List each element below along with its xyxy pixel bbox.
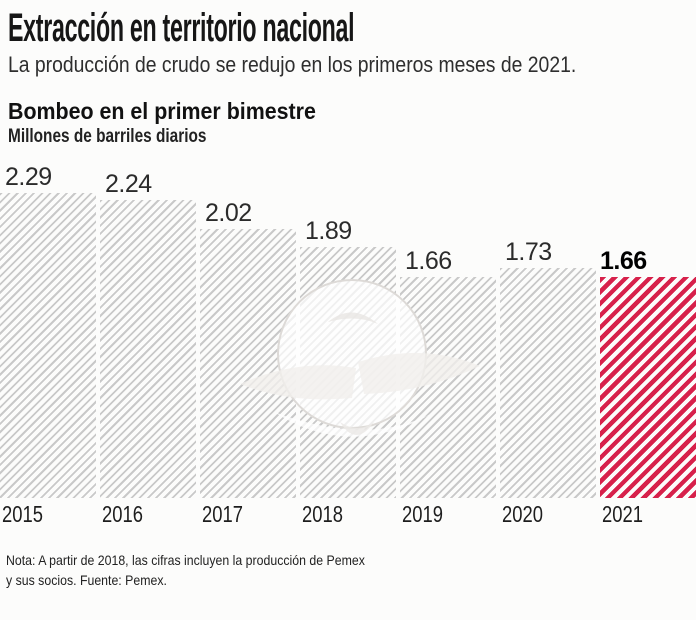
axis-label-2017: 2017: [202, 501, 243, 527]
bar-2017: [200, 229, 296, 498]
axis-label-2018: 2018: [302, 501, 343, 527]
bar-2018: [300, 247, 396, 498]
page-subtitle: La producción de crudo se redujo en los …: [8, 52, 577, 77]
bar-value-2016: 2.24: [105, 170, 152, 198]
page-title: Extracción en territorio nacional: [8, 6, 355, 50]
bar-value-2015: 2.29: [5, 163, 52, 191]
bar-2016: [100, 200, 196, 498]
chart-title: Bombeo en el primer bimestre: [8, 98, 316, 124]
axis-label-2016: 2016: [102, 501, 143, 527]
bar-2015: [0, 193, 96, 498]
note-line-1: Nota: A partir de 2018, las cifras inclu…: [6, 552, 365, 568]
bar-value-2019: 1.66: [405, 247, 452, 275]
note-line-2: y sus socios. Fuente: Pemex.: [6, 571, 167, 588]
source-note: Nota: A partir de 2018, las cifras inclu…: [6, 551, 365, 590]
bar-2020: [500, 268, 596, 498]
axis-label-2020: 2020: [502, 501, 543, 527]
chart-unit-label: Millones de barriles diarios: [8, 126, 207, 147]
bar-value-2018: 1.89: [305, 217, 352, 245]
bar-value-2017: 2.02: [205, 199, 252, 227]
bar-value-2021: 1.66: [600, 247, 647, 275]
bar-2019: [400, 277, 496, 498]
axis-label-2021: 2021: [602, 501, 643, 527]
axis-label-2015: 2015: [2, 501, 43, 527]
axis-label-2019: 2019: [402, 501, 443, 527]
bar-value-2020: 1.73: [505, 238, 552, 266]
bar-2021: [600, 277, 696, 498]
